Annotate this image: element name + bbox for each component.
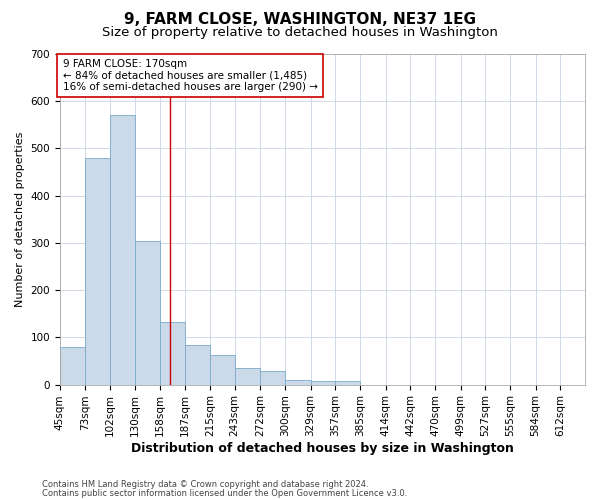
Bar (160, 322, 185, 384)
Bar (110, 116, 135, 384)
Bar (311, 382, 335, 384)
Bar (260, 372, 285, 384)
Y-axis label: Number of detached properties: Number of detached properties (15, 132, 25, 307)
Bar (235, 368, 260, 384)
Text: Size of property relative to detached houses in Washington: Size of property relative to detached ho… (102, 26, 498, 39)
Text: Contains public sector information licensed under the Open Government Licence v3: Contains public sector information licen… (42, 488, 407, 498)
Bar (335, 382, 360, 384)
Bar (285, 380, 311, 384)
Text: 9 FARM CLOSE: 170sqm
← 84% of detached houses are smaller (1,485)
16% of semi-de: 9 FARM CLOSE: 170sqm ← 84% of detached h… (62, 59, 317, 92)
Bar (185, 345, 210, 385)
Bar (210, 355, 235, 384)
Bar (85, 158, 110, 384)
X-axis label: Distribution of detached houses by size in Washington: Distribution of detached houses by size … (131, 442, 514, 455)
Text: Contains HM Land Registry data © Crown copyright and database right 2024.: Contains HM Land Registry data © Crown c… (42, 480, 368, 489)
Bar (135, 240, 160, 384)
Bar (60, 347, 85, 385)
Text: 9, FARM CLOSE, WASHINGTON, NE37 1EG: 9, FARM CLOSE, WASHINGTON, NE37 1EG (124, 12, 476, 28)
